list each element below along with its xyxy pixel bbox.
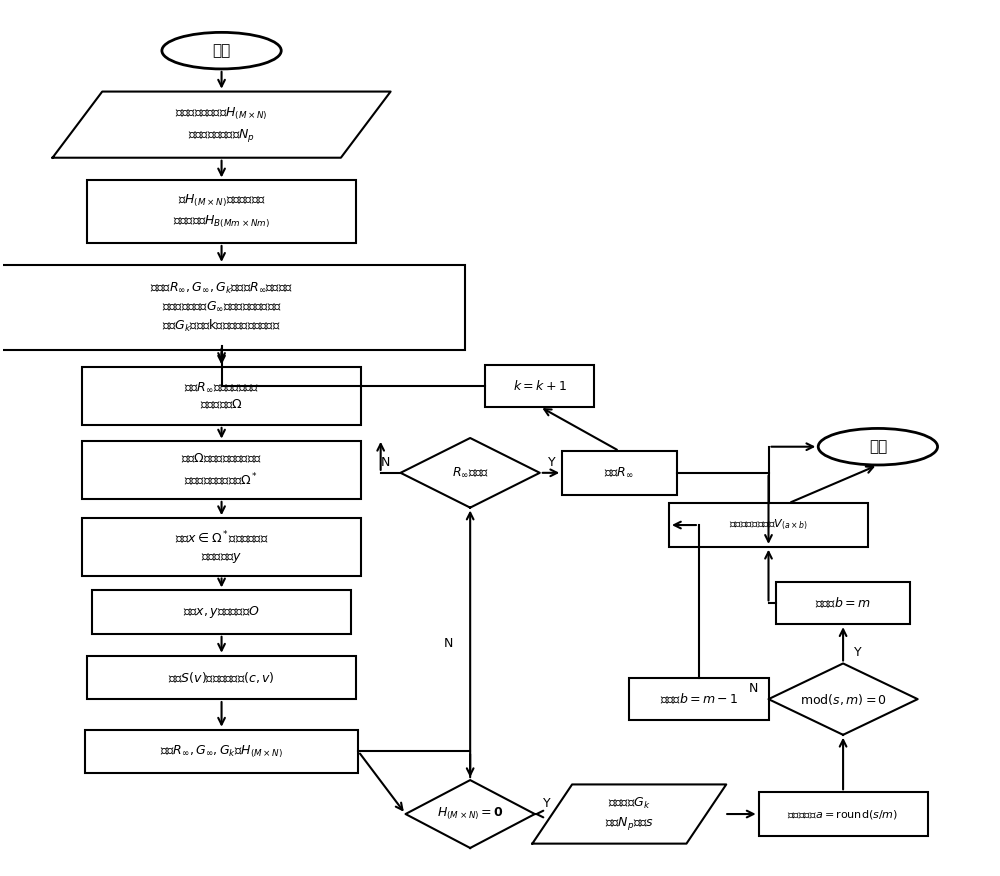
Text: 比特位$b=m-1$: 比特位$b=m-1$ xyxy=(660,692,738,706)
Text: Y: Y xyxy=(548,456,556,469)
Text: 查找$\Omega$中至少存在一列有效
列重最小的行的集合$\Omega^*$: 查找$\Omega$中至少存在一列有效 列重最小的行的集合$\Omega^*$ xyxy=(181,452,262,488)
Text: N: N xyxy=(381,456,390,469)
Text: 初始化$R_\infty,G_\infty,G_k$，其中$R_\infty$为未被选
择的校验节点；$G_\infty$为未被打孔的变量节
点；$G_k$为迭: 初始化$R_\infty,G_\infty,G_k$，其中$R_\infty$为… xyxy=(150,281,293,334)
Text: 更新$R_\infty,G_\infty,G_k$和$H_{(M\times N)}$: 更新$R_\infty,G_\infty,G_k$和$H_{(M\times N… xyxy=(160,743,283,759)
Bar xyxy=(562,451,677,495)
Text: 查找$R_\infty$中有效行重最小
的行的集合$\Omega$: 查找$R_\infty$中有效行重最小 的行的集合$\Omega$ xyxy=(184,381,259,412)
Text: 比特位$b=m$: 比特位$b=m$ xyxy=(815,597,871,611)
Text: 开始: 开始 xyxy=(212,43,231,58)
Bar xyxy=(776,583,910,625)
Text: 结束: 结束 xyxy=(869,439,887,454)
Bar xyxy=(82,368,361,425)
Text: 根据$x,y$建立有序对$O$: 根据$x,y$建立有序对$O$ xyxy=(183,604,260,620)
Bar xyxy=(87,655,356,699)
Text: 查找$x\in\Omega^*$中非零位置最
小列重的列$y$: 查找$x\in\Omega^*$中非零位置最 小列重的列$y$ xyxy=(175,529,268,565)
Bar xyxy=(85,730,358,774)
Text: $H_{(M\times N)}=\mathbf{0}$: $H_{(M\times N)}=\mathbf{0}$ xyxy=(437,806,504,823)
Text: $R_\infty$为空集: $R_\infty$为空集 xyxy=(452,466,489,479)
Text: Y: Y xyxy=(543,797,551,810)
Bar xyxy=(87,180,356,243)
Text: 输出集合$G_k$
中前$N_p$的值$s$: 输出集合$G_k$ 中前$N_p$的值$s$ xyxy=(605,795,654,832)
Bar xyxy=(629,678,768,720)
Bar xyxy=(669,504,868,547)
Bar xyxy=(759,792,928,836)
Bar xyxy=(0,265,465,350)
Text: 确定符号位$a=\mathrm{round}(s/m)$: 确定符号位$a=\mathrm{round}(s/m)$ xyxy=(787,808,899,821)
Bar xyxy=(82,518,361,576)
Text: N: N xyxy=(749,682,758,696)
Text: 选择$S(v)$最小的序列对$(c,v)$: 选择$S(v)$最小的序列对$(c,v)$ xyxy=(168,670,275,685)
Bar xyxy=(82,442,361,499)
Text: $k=k+1$: $k=k+1$ xyxy=(513,378,567,392)
Bar xyxy=(485,365,594,406)
Text: Y: Y xyxy=(854,646,862,660)
Bar xyxy=(92,590,351,634)
Text: 更新$R_\infty$: 更新$R_\infty$ xyxy=(604,466,634,479)
Text: 输出打孔变量节点$V_{(a\times b)}$: 输出打孔变量节点$V_{(a\times b)}$ xyxy=(729,518,808,533)
Text: N: N xyxy=(444,638,453,650)
Text: 输入多元校验矩阵$H_{(M\times N)}$
及需打孔节点个数$N_p$: 输入多元校验矩阵$H_{(M\times N)}$ 及需打孔节点个数$N_p$ xyxy=(175,106,268,144)
Text: $\mathrm{mod}(s,m)=0$: $\mathrm{mod}(s,m)=0$ xyxy=(800,692,887,707)
Text: 将$H_{(M\times N)}$转换为二元镜
像校验矩阵$H_{B(Mm\times Nm)}$: 将$H_{(M\times N)}$转换为二元镜 像校验矩阵$H_{B(Mm\t… xyxy=(173,193,270,230)
